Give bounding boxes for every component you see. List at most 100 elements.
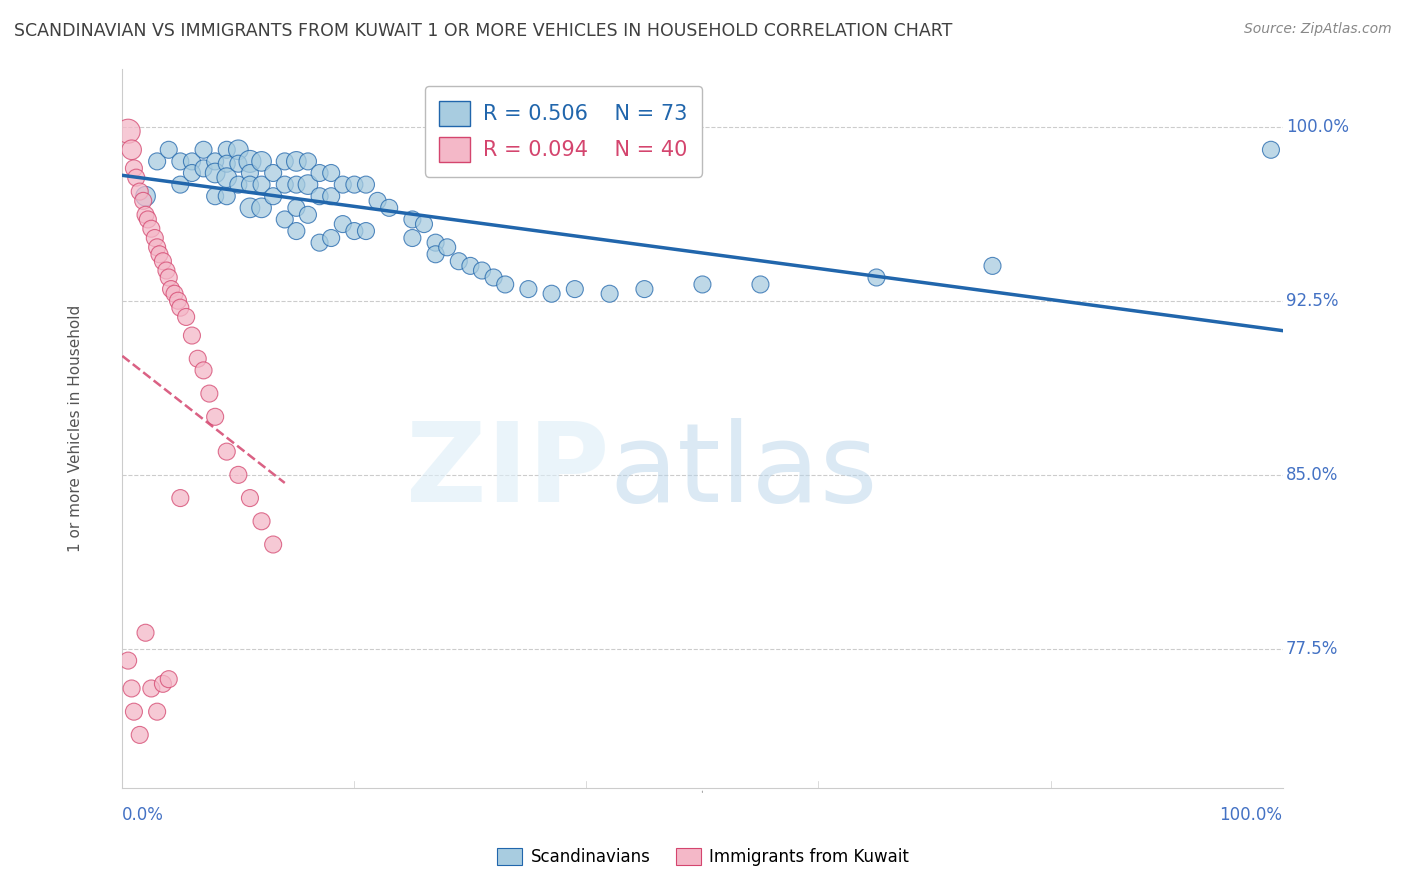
Point (215, 189, 238, 203)
Point (163, 286, 186, 301)
Point (125, 170, 148, 185)
Point (239, 166, 262, 180)
Point (401, 212, 423, 227)
Point (193, 363, 215, 377)
Point (228, 178, 250, 192)
Point (239, 178, 262, 192)
Point (128, 185, 150, 199)
Point (250, 178, 273, 192)
Point (308, 189, 330, 203)
Point (121, 681, 143, 696)
Point (262, 537, 284, 551)
Point (239, 154, 262, 169)
Point (135, 208, 157, 222)
Point (308, 235, 330, 250)
Point (148, 247, 170, 261)
Point (169, 154, 191, 169)
Point (204, 189, 226, 203)
Point (354, 224, 377, 238)
Point (152, 677, 174, 691)
Point (193, 161, 215, 176)
Text: 1 or more Vehicles in Household: 1 or more Vehicles in Household (69, 305, 83, 552)
Point (198, 386, 221, 401)
Point (135, 625, 157, 640)
Point (193, 143, 215, 157)
Point (321, 231, 343, 245)
Point (378, 201, 401, 215)
Point (157, 672, 180, 686)
Point (297, 208, 319, 222)
Point (285, 154, 308, 169)
Point (187, 351, 209, 366)
Point (425, 235, 447, 250)
Point (117, 654, 139, 668)
Point (250, 201, 273, 215)
Point (169, 178, 191, 192)
Text: 85.0%: 85.0% (1286, 466, 1339, 483)
Point (157, 270, 180, 285)
Legend: R = 0.506    N = 73, R = 0.094    N = 40: R = 0.506 N = 73, R = 0.094 N = 40 (425, 87, 702, 177)
Legend: Scandinavians, Immigrants from Kuwait: Scandinavians, Immigrants from Kuwait (489, 840, 917, 875)
Point (143, 231, 166, 245)
Text: Source: ZipAtlas.com: Source: ZipAtlas.com (1244, 22, 1392, 37)
Text: 100.0%: 100.0% (1219, 806, 1282, 824)
Point (749, 277, 772, 292)
Point (146, 240, 169, 254)
Point (215, 157, 238, 171)
Point (308, 166, 330, 180)
Point (146, 154, 169, 169)
Point (239, 201, 262, 215)
Point (155, 263, 177, 277)
Point (132, 194, 155, 208)
Point (204, 154, 226, 169)
Point (494, 277, 516, 292)
Point (332, 178, 354, 192)
Point (460, 259, 482, 273)
Point (865, 270, 887, 285)
Point (436, 240, 458, 254)
Point (1260, 143, 1282, 157)
Point (354, 178, 377, 192)
Point (332, 217, 354, 231)
Point (633, 282, 655, 296)
Point (160, 282, 183, 296)
Text: ZIP: ZIP (406, 418, 610, 525)
Point (181, 154, 204, 169)
Point (425, 247, 447, 261)
Point (250, 514, 273, 528)
Point (262, 166, 284, 180)
Point (215, 143, 238, 157)
Point (169, 491, 191, 505)
Point (564, 282, 586, 296)
Point (447, 254, 470, 268)
Point (471, 263, 494, 277)
Point (121, 143, 143, 157)
Point (157, 143, 180, 157)
Point (285, 201, 308, 215)
Point (321, 189, 343, 203)
Point (517, 282, 540, 296)
Text: 0.0%: 0.0% (122, 806, 165, 824)
Point (169, 301, 191, 315)
Point (262, 189, 284, 203)
Point (215, 444, 238, 458)
Point (181, 328, 204, 343)
Point (297, 154, 319, 169)
Point (122, 705, 145, 719)
Point (413, 217, 436, 231)
Text: 77.5%: 77.5% (1286, 640, 1339, 658)
Text: atlas: atlas (610, 418, 879, 525)
Point (167, 293, 190, 308)
Point (274, 154, 297, 169)
Point (297, 178, 319, 192)
Point (152, 254, 174, 268)
Point (250, 154, 273, 169)
Point (128, 728, 150, 742)
Point (239, 491, 262, 505)
Point (692, 277, 714, 292)
Point (285, 224, 308, 238)
Text: SCANDINAVIAN VS IMMIGRANTS FROM KUWAIT 1 OR MORE VEHICLES IN HOUSEHOLD CORRELATI: SCANDINAVIAN VS IMMIGRANTS FROM KUWAIT 1… (14, 22, 952, 40)
Point (141, 681, 163, 696)
Point (146, 705, 169, 719)
Text: 92.5%: 92.5% (1286, 292, 1339, 310)
